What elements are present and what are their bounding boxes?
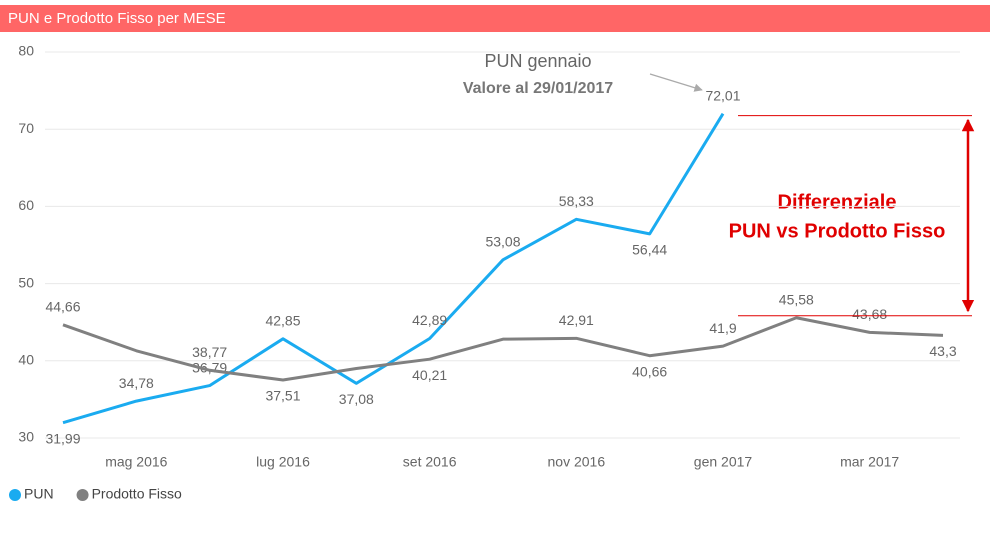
data-label: 42,91 xyxy=(559,312,594,328)
data-label: 42,89 xyxy=(412,312,447,328)
data-label: 43,3 xyxy=(929,343,956,359)
y-tick-label: 30 xyxy=(18,429,34,445)
annotation-arrow xyxy=(649,73,703,92)
series-line xyxy=(62,316,944,382)
data-label: 72,01 xyxy=(705,87,740,103)
y-tick-label: 70 xyxy=(18,120,34,136)
y-tick-label: 60 xyxy=(18,197,34,213)
x-tick-label: gen 2017 xyxy=(694,454,753,470)
data-label: 40,66 xyxy=(632,363,667,379)
legend-label: Prodotto Fisso xyxy=(92,486,182,502)
x-tick-label: nov 2016 xyxy=(548,454,606,470)
legend-marker xyxy=(9,489,21,501)
data-label: 43,68 xyxy=(852,306,887,322)
data-label: 58,33 xyxy=(559,193,594,209)
x-tick-label: lug 2016 xyxy=(256,454,310,470)
data-label: 56,44 xyxy=(632,242,667,258)
y-tick-label: 50 xyxy=(18,274,34,290)
legend-label: PUN xyxy=(24,486,54,502)
data-label: 42,85 xyxy=(265,313,300,329)
annotation: PUN gennaio xyxy=(484,51,591,71)
series-line xyxy=(62,112,725,425)
x-tick-label: set 2016 xyxy=(403,454,457,470)
x-tick-label: mag 2016 xyxy=(105,454,167,470)
annotation: Valore al 29/01/2017 xyxy=(463,80,613,97)
y-tick-label: 80 xyxy=(18,43,34,59)
data-label: 53,08 xyxy=(485,234,520,250)
data-label: 38,77 xyxy=(192,344,227,360)
chart-title: PUN e Prodotto Fisso per MESE xyxy=(8,10,226,27)
x-tick-label: mar 2017 xyxy=(840,454,899,470)
data-label: 41,9 xyxy=(709,320,736,336)
data-label: 40,21 xyxy=(412,367,447,383)
title-bar xyxy=(0,5,990,32)
data-label: 31,99 xyxy=(45,430,80,446)
annotation: Differenziale xyxy=(778,191,897,213)
y-tick-label: 40 xyxy=(18,352,34,368)
data-label: 37,51 xyxy=(265,388,300,404)
annotation: PUN vs Prodotto Fisso xyxy=(729,220,946,242)
data-label: 45,58 xyxy=(779,291,814,307)
data-label: 44,66 xyxy=(45,299,80,315)
data-label: 34,78 xyxy=(119,375,154,391)
legend-marker xyxy=(76,489,89,501)
data-label: 37,08 xyxy=(339,391,374,407)
